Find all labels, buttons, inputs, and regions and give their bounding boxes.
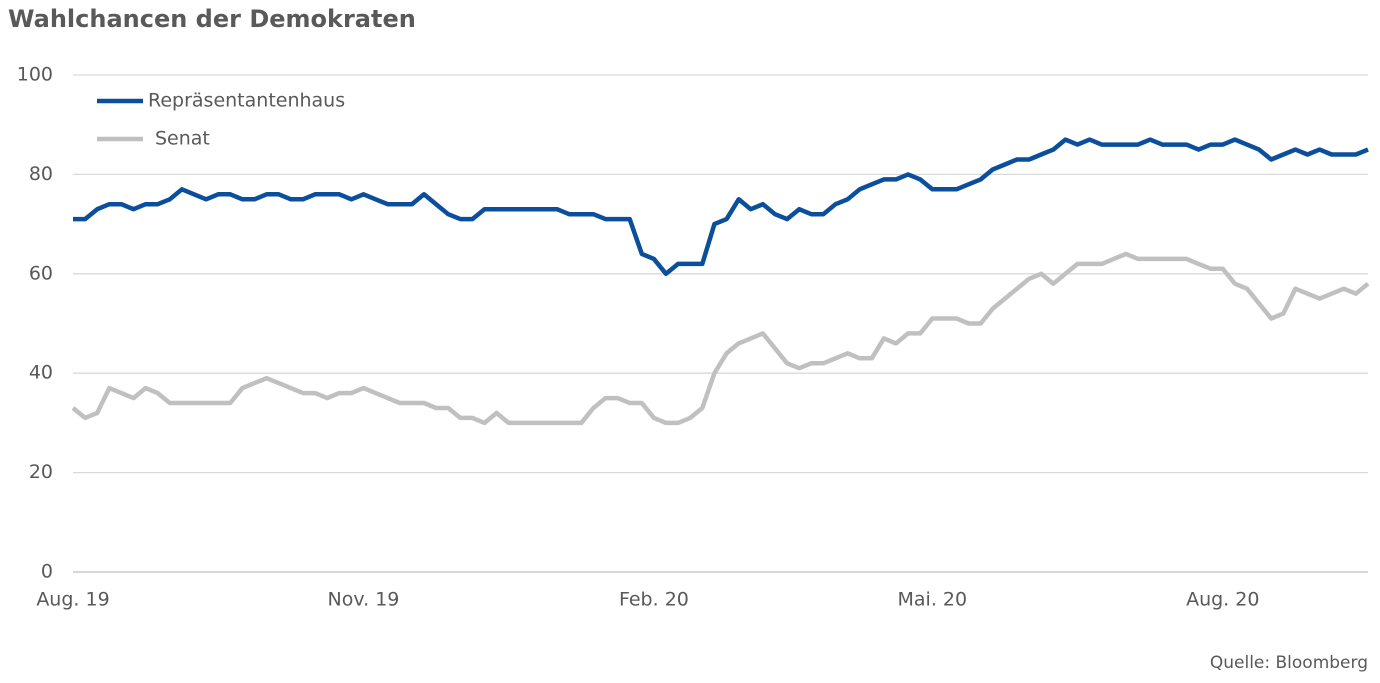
x-tick-label: Feb. 20 xyxy=(619,589,689,611)
x-tick-label: Aug. 19 xyxy=(36,589,109,611)
series-line xyxy=(73,137,1369,277)
source-note: Quelle: Bloomberg xyxy=(1210,653,1368,673)
y-tick-label: 20 xyxy=(29,461,53,483)
x-tick-label: Mai. 20 xyxy=(898,589,968,611)
series-line xyxy=(71,251,1370,426)
legend-label: Repräsentantenhaus xyxy=(148,90,345,112)
chart-title: Wahlchancen der Demokraten xyxy=(8,5,416,33)
y-tick-label: 80 xyxy=(29,163,53,185)
x-tick-label: Nov. 19 xyxy=(328,589,400,611)
x-tick-label: Aug. 20 xyxy=(1186,589,1259,611)
y-tick-label: 60 xyxy=(29,262,53,284)
y-tick-label: 0 xyxy=(41,561,53,583)
y-tick-label: 100 xyxy=(17,64,53,86)
legend-label: Senat xyxy=(155,128,210,150)
y-tick-label: 40 xyxy=(29,362,53,384)
